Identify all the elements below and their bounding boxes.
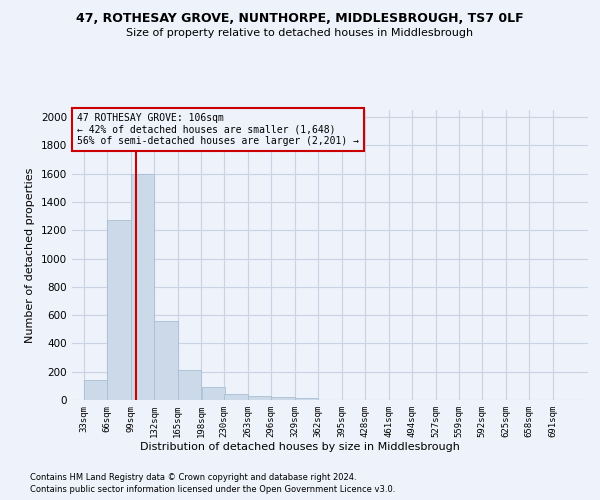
Bar bbox=[248, 396, 271, 400]
Text: Size of property relative to detached houses in Middlesbrough: Size of property relative to detached ho… bbox=[127, 28, 473, 38]
Bar bbox=[154, 321, 178, 400]
Text: 47 ROTHESAY GROVE: 106sqm
← 42% of detached houses are smaller (1,648)
56% of se: 47 ROTHESAY GROVE: 106sqm ← 42% of detac… bbox=[77, 113, 359, 146]
Bar bbox=[178, 370, 201, 400]
Bar bbox=[295, 398, 318, 400]
Bar bbox=[224, 394, 248, 400]
Bar bbox=[271, 398, 295, 400]
Text: Distribution of detached houses by size in Middlesbrough: Distribution of detached houses by size … bbox=[140, 442, 460, 452]
Bar bbox=[131, 174, 154, 400]
Bar bbox=[202, 388, 224, 400]
Bar bbox=[107, 220, 131, 400]
Y-axis label: Number of detached properties: Number of detached properties bbox=[25, 168, 35, 342]
Text: Contains public sector information licensed under the Open Government Licence v3: Contains public sector information licen… bbox=[30, 485, 395, 494]
Text: Contains HM Land Registry data © Crown copyright and database right 2024.: Contains HM Land Registry data © Crown c… bbox=[30, 472, 356, 482]
Bar bbox=[84, 380, 107, 400]
Text: 47, ROTHESAY GROVE, NUNTHORPE, MIDDLESBROUGH, TS7 0LF: 47, ROTHESAY GROVE, NUNTHORPE, MIDDLESBR… bbox=[76, 12, 524, 26]
